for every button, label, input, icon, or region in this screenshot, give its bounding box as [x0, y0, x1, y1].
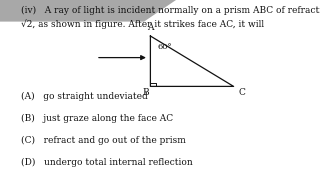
- Text: A: A: [147, 23, 154, 32]
- Text: (C)   refract and go out of the prism: (C) refract and go out of the prism: [21, 136, 186, 145]
- Text: C: C: [238, 88, 245, 97]
- Text: B: B: [142, 88, 149, 97]
- Text: √2, as shown in figure. After it strikes face AC, it will: √2, as shown in figure. After it strikes…: [21, 19, 264, 28]
- Text: 60°: 60°: [157, 43, 172, 51]
- Text: (D)   undergo total internal reflection: (D) undergo total internal reflection: [21, 158, 193, 167]
- Text: (iv)   A ray of light is incident normally on a prism ABC of refractive index: (iv) A ray of light is incident normally…: [21, 6, 320, 15]
- Text: (A)   go straight undeviated: (A) go straight undeviated: [21, 92, 148, 101]
- Text: (B)   just graze along the face AC: (B) just graze along the face AC: [21, 114, 173, 123]
- Polygon shape: [0, 0, 176, 22]
